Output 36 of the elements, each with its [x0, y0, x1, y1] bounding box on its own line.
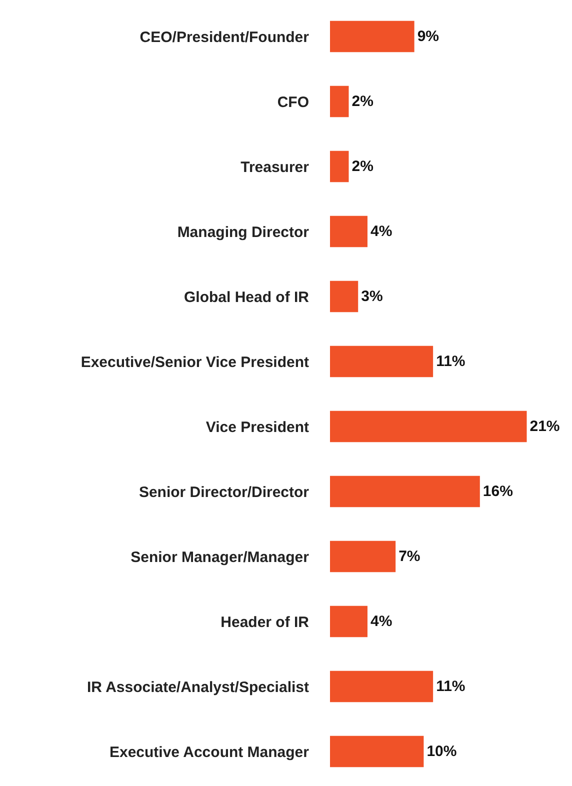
data-label: 16%	[482, 483, 513, 500]
bar	[330, 216, 368, 248]
data-label: 11%	[436, 353, 466, 370]
bar	[330, 476, 480, 508]
bar	[330, 736, 424, 768]
y-tick-label: Executive Account Manager	[109, 744, 310, 761]
y-tick-label: Vice President	[206, 418, 309, 436]
y-tick-label: Header of IR	[220, 614, 310, 631]
data-label: 9%	[417, 28, 440, 45]
y-tick-label: Managing Director	[177, 224, 310, 241]
bar	[330, 346, 434, 378]
y-tick-label: IR Associate/Analyst/Specialist	[86, 678, 309, 696]
bar	[330, 410, 527, 442]
y-tick-label: CFO	[277, 94, 310, 111]
data-label: 3%	[361, 288, 383, 305]
bar	[330, 606, 368, 638]
data-label: 4%	[370, 613, 392, 630]
bar	[330, 20, 414, 52]
data-label: 10%	[426, 743, 457, 760]
bar	[330, 670, 434, 702]
y-tick-label: CEO/President/Founder	[140, 28, 310, 46]
y-tick-label: Global Head of IR	[184, 288, 310, 306]
bar	[330, 280, 358, 312]
data-label: 2%	[352, 93, 374, 110]
bar	[330, 150, 349, 182]
bar	[330, 540, 396, 572]
data-label: 11%	[436, 678, 466, 695]
data-label: 21%	[530, 418, 560, 435]
data-label: 7%	[398, 548, 420, 565]
data-label: 2%	[352, 158, 374, 175]
y-tick-label: Senior Manager/Manager	[130, 548, 310, 566]
data-label: 4%	[370, 223, 392, 240]
y-tick-label: Senior Director/Director	[138, 484, 310, 501]
bar	[330, 86, 349, 118]
y-tick-label: Treasurer	[240, 158, 310, 176]
y-tick-label: Executive/Senior Vice President	[80, 354, 309, 371]
